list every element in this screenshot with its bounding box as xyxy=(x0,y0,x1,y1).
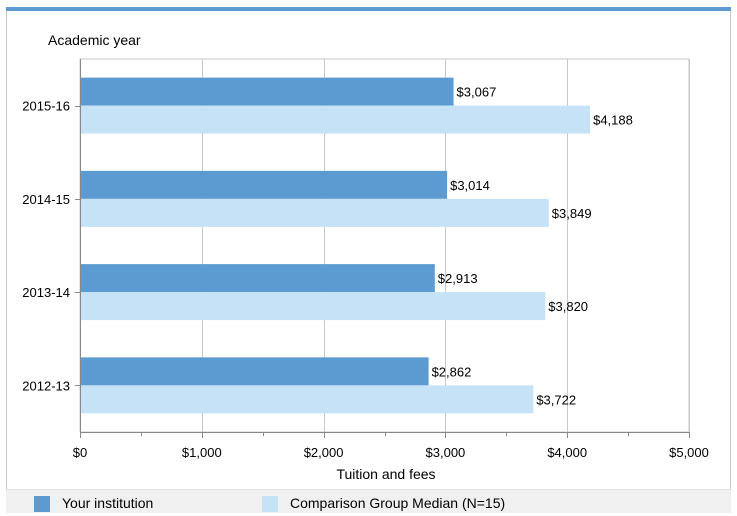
y-category-label: 2013-14 xyxy=(22,285,70,300)
bar-comparison-group xyxy=(81,198,549,227)
bar-comparison-group xyxy=(81,385,534,414)
x-tick-label: $0 xyxy=(73,445,87,460)
bar-comparison-group xyxy=(81,292,546,321)
data-label: $3,067 xyxy=(457,85,497,100)
x-tick-label: $1,000 xyxy=(182,445,222,460)
data-label: $4,188 xyxy=(593,113,633,128)
data-label: $3,014 xyxy=(450,178,490,193)
legend-swatch-your-institution xyxy=(34,496,50,512)
data-label: $3,849 xyxy=(552,206,592,221)
bar-your-institution xyxy=(81,77,454,106)
y-category-label: 2015-16 xyxy=(22,99,70,114)
x-tick-label: $4,000 xyxy=(547,445,587,460)
x-tick-label: $5,000 xyxy=(669,445,709,460)
legend-label-comparison-group: Comparison Group Median (N=15) xyxy=(290,495,506,511)
legend-label-your-institution: Your institution xyxy=(62,495,154,511)
header-accent-rule xyxy=(6,7,731,11)
data-label: $3,820 xyxy=(548,299,588,314)
y-category-label: 2012-13 xyxy=(22,378,70,393)
legend: Your institution Comparison Group Median… xyxy=(6,489,731,513)
bar-your-institution xyxy=(81,357,429,386)
bar-your-institution xyxy=(81,170,448,199)
x-axis-title: Tuition and fees xyxy=(336,466,436,482)
bar-your-institution xyxy=(81,264,435,293)
bar-comparison-group xyxy=(81,105,591,134)
x-tick-label: $2,000 xyxy=(304,445,344,460)
y-category-label: 2014-15 xyxy=(22,192,70,207)
x-tick-label: $3,000 xyxy=(426,445,466,460)
data-label: $3,722 xyxy=(536,392,576,407)
data-label: $2,862 xyxy=(432,364,472,379)
legend-swatch-comparison-group xyxy=(262,496,278,512)
y-axis-title: Academic year xyxy=(48,32,141,48)
data-label: $2,913 xyxy=(438,271,478,286)
